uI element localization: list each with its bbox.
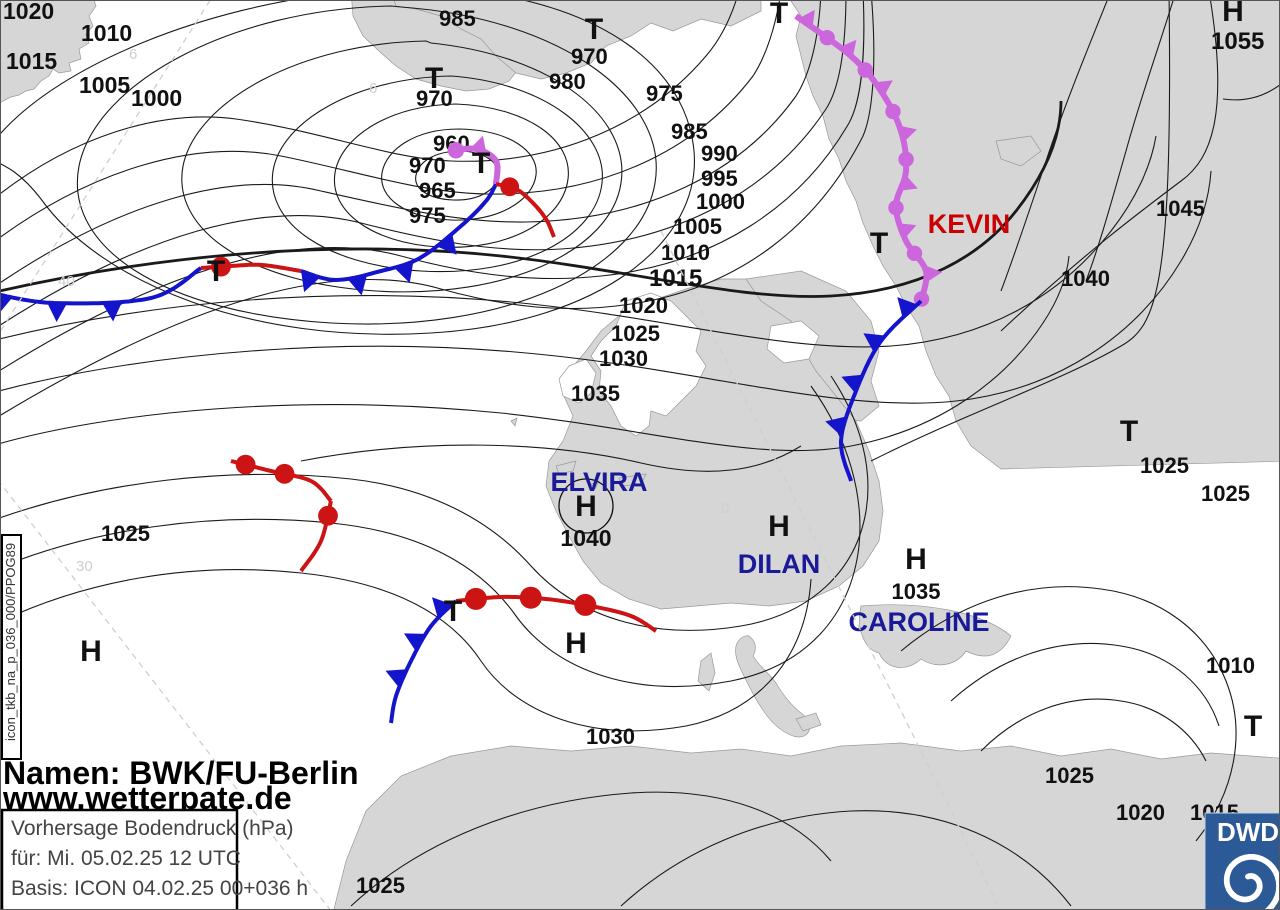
svg-text:6: 6 — [369, 80, 377, 97]
svg-text:1020: 1020 — [1116, 800, 1165, 825]
svg-text:1035: 1035 — [571, 381, 620, 406]
svg-text:T: T — [870, 227, 888, 260]
svg-text:1025: 1025 — [611, 321, 660, 346]
svg-text:1040: 1040 — [1061, 266, 1110, 291]
svg-text:H: H — [80, 635, 102, 668]
svg-text:T: T — [207, 255, 225, 288]
svg-text:Vorhersage Bodendruck (hPa): Vorhersage Bodendruck (hPa) — [11, 817, 294, 840]
svg-text:Basis: ICON 04.02.25 00+036 h: Basis: ICON 04.02.25 00+036 h — [11, 877, 308, 900]
svg-text:1015: 1015 — [6, 48, 57, 74]
svg-text:985: 985 — [439, 6, 476, 31]
svg-text:T: T — [1120, 415, 1138, 448]
svg-text:965: 965 — [419, 178, 456, 203]
svg-text:1040: 1040 — [560, 525, 611, 551]
svg-text:1005: 1005 — [79, 72, 130, 98]
svg-text:CAROLINE: CAROLINE — [849, 607, 990, 637]
svg-text:6: 6 — [129, 46, 137, 63]
svg-text:1020: 1020 — [3, 1, 54, 24]
svg-text:H: H — [1222, 1, 1244, 28]
svg-text:1045: 1045 — [1156, 196, 1205, 221]
svg-text:ELVIRA: ELVIRA — [550, 467, 647, 497]
svg-text:1010: 1010 — [661, 240, 710, 265]
svg-text:T: T — [1244, 710, 1262, 743]
svg-text:KEVIN: KEVIN — [928, 209, 1011, 239]
svg-text:T: T — [425, 62, 443, 95]
svg-text:40: 40 — [58, 273, 75, 290]
svg-text:1010: 1010 — [81, 20, 132, 46]
svg-text:1000: 1000 — [696, 189, 745, 214]
svg-text:1035: 1035 — [892, 579, 941, 604]
svg-text:1025: 1025 — [1045, 763, 1094, 788]
svg-text:995: 995 — [701, 166, 738, 191]
svg-text:1010: 1010 — [1206, 653, 1255, 678]
svg-text:970: 970 — [571, 44, 608, 69]
svg-text:icon_tkb_na_p_036_000/PPOG89: icon_tkb_na_p_036_000/PPOG89 — [3, 543, 18, 741]
svg-text:1030: 1030 — [586, 724, 635, 749]
svg-text:1025: 1025 — [1201, 481, 1250, 506]
svg-text:1030: 1030 — [599, 346, 648, 371]
svg-text:für: Mi. 05.02.25 12 UTC: für: Mi. 05.02.25 12 UTC — [11, 847, 241, 870]
svg-text:970: 970 — [409, 153, 446, 178]
svg-text:1025: 1025 — [1140, 453, 1189, 478]
svg-text:1015: 1015 — [649, 265, 702, 292]
svg-text:H: H — [905, 543, 927, 576]
svg-text:DWD: DWD — [1217, 817, 1279, 847]
svg-text:30: 30 — [76, 558, 93, 575]
svg-text:990: 990 — [701, 141, 738, 166]
svg-text:1005: 1005 — [673, 214, 722, 239]
svg-text:H: H — [768, 510, 790, 543]
svg-text:1000: 1000 — [131, 85, 182, 111]
svg-text:T: T — [444, 595, 462, 628]
svg-text:H: H — [565, 627, 587, 660]
svg-text:1020: 1020 — [619, 293, 668, 318]
svg-text:T: T — [585, 13, 603, 46]
svg-text:1025: 1025 — [101, 521, 150, 546]
svg-text:1055: 1055 — [1211, 28, 1264, 55]
svg-text:T: T — [472, 147, 490, 180]
svg-text:975: 975 — [646, 81, 683, 106]
svg-text:0: 0 — [721, 500, 729, 517]
svg-text:1025: 1025 — [356, 873, 405, 898]
svg-text:T: T — [770, 1, 788, 30]
svg-text:DILAN: DILAN — [738, 549, 821, 579]
svg-text:980: 980 — [549, 69, 586, 94]
svg-text:975: 975 — [409, 203, 446, 228]
